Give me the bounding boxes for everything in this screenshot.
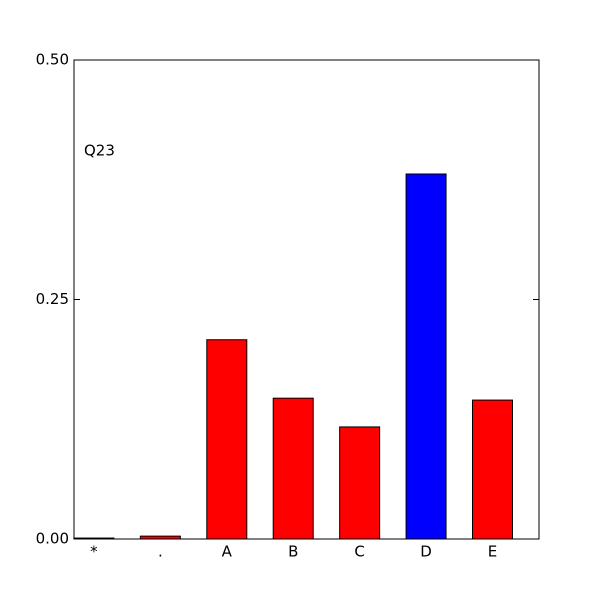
x-tick-label: E (488, 543, 497, 561)
bar (472, 399, 513, 540)
bar (206, 339, 248, 540)
plot-frame (73, 59, 540, 540)
y-tick-label: 0.00 (36, 530, 69, 548)
x-tick-label: D (420, 543, 432, 561)
x-tick-label: A (222, 543, 233, 561)
bar (272, 397, 314, 540)
x-tick-label: B (288, 543, 298, 561)
y-tick-label: 0.25 (36, 290, 69, 308)
annotation: Q23 (84, 142, 115, 160)
bar (339, 426, 381, 540)
x-tick-label: * (90, 543, 98, 561)
x-tick-label: . (158, 543, 163, 561)
y-tick-label: 0.50 (36, 51, 69, 69)
x-tick-label: C (354, 543, 364, 561)
bar (405, 173, 447, 540)
